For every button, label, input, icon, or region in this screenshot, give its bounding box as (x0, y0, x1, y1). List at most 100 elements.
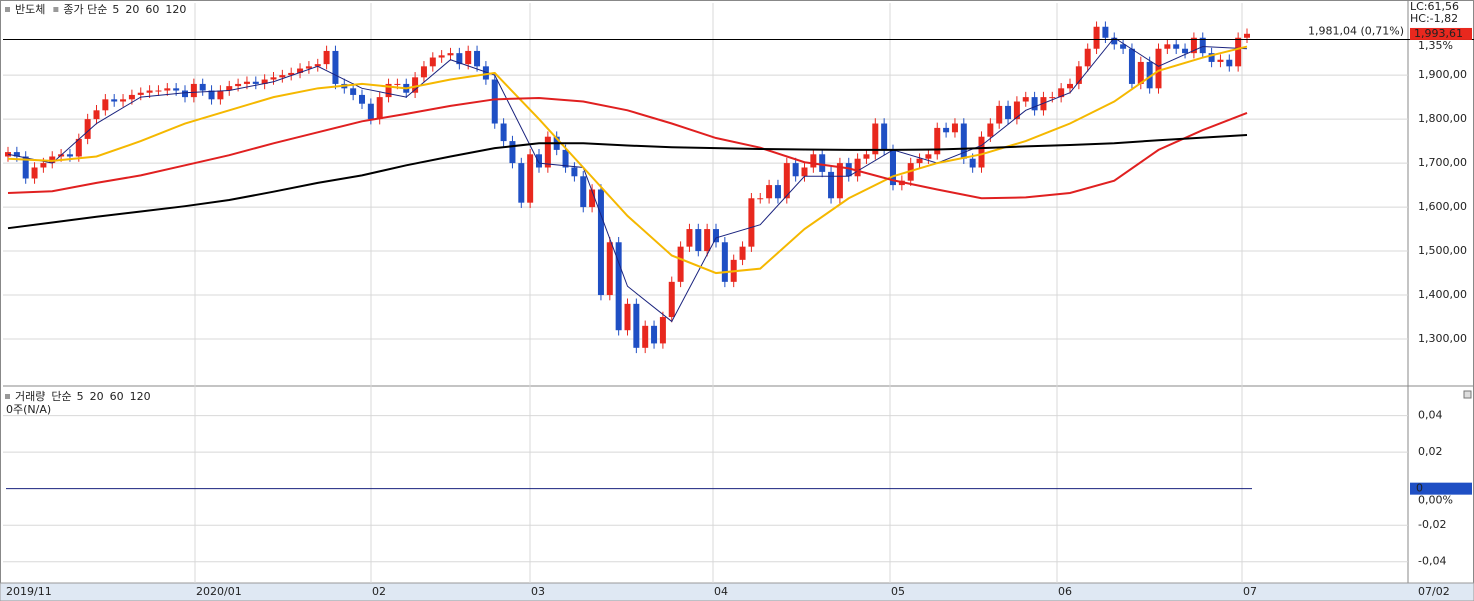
x-tick-label: 03 (531, 585, 545, 598)
candle-body (155, 90, 162, 92)
candle-body (111, 99, 118, 102)
candle-body (279, 75, 286, 78)
candle-body (235, 83, 242, 87)
chart-title: 거래량 (15, 390, 45, 403)
candle-body (757, 198, 764, 200)
candle-body (509, 141, 516, 164)
y-tick-label: 1,900,00 (1418, 68, 1467, 81)
candle-body (1155, 48, 1162, 89)
candle-body (217, 90, 224, 100)
candle-body (1120, 44, 1127, 49)
candle-body (243, 81, 250, 84)
candle-body (270, 77, 277, 80)
candle-body (13, 152, 20, 157)
candle-body (412, 77, 419, 93)
candle-body (969, 158, 976, 168)
x-axis-bar (0, 582, 1474, 601)
candle-body (429, 57, 436, 67)
candle-body (766, 185, 773, 199)
hc-label: HC:-1,82 (1410, 12, 1458, 25)
candle-body (261, 79, 268, 84)
legend-entry: 60 (145, 3, 159, 16)
candle-body (350, 88, 357, 95)
candle-body (1208, 53, 1215, 62)
candle-body (925, 154, 932, 159)
candle-body (739, 246, 746, 260)
candle-body (943, 127, 950, 133)
candle-body (1137, 61, 1144, 84)
candle-body (642, 325, 649, 348)
candle-body (580, 176, 587, 208)
candle-body (199, 83, 206, 91)
candle-body (482, 66, 489, 80)
candle-body (854, 158, 861, 177)
candle-body (190, 83, 197, 98)
candle-body (872, 123, 879, 155)
chart-title: 반도체 (15, 3, 45, 16)
x-tick-label: 02 (372, 585, 386, 598)
candle-body (996, 105, 1003, 124)
candle-body (164, 88, 171, 91)
y-tick-label: 1,300,00 (1418, 332, 1467, 345)
candle-body (252, 81, 259, 84)
candle-body (474, 50, 481, 67)
legend-entry: 20 (125, 3, 139, 16)
candle-body (748, 198, 755, 247)
ma-line (7, 45, 1248, 275)
y-tick-label: 1,800,00 (1418, 112, 1467, 125)
y-tick-label: -0,02 (1418, 518, 1446, 531)
candle-body (323, 50, 330, 65)
candle-body (31, 167, 38, 179)
legend-icon (53, 7, 59, 12)
x-tick-label: 07 (1243, 585, 1257, 598)
y-tick-label: 0,04 (1418, 409, 1443, 422)
candle-body (845, 163, 852, 177)
candle-body (810, 154, 817, 168)
candle-body (668, 281, 675, 318)
candle-body (1173, 44, 1180, 49)
legend-entry: 60 (110, 390, 124, 403)
candle-body (438, 55, 445, 58)
candle-body (40, 163, 47, 168)
candle-body (1146, 61, 1153, 89)
candle-body (571, 167, 578, 177)
candle-body (890, 149, 896, 186)
zero-label: 0 (1416, 482, 1423, 495)
candle-body (1049, 97, 1056, 99)
candle-body (527, 154, 534, 203)
candle-body (677, 246, 684, 282)
y-tick-label: -0,04 (1418, 555, 1446, 568)
ma-line (7, 133, 1248, 230)
x-end-label: 07/02 (1418, 585, 1450, 598)
zero-pct-label: 0,00% (1418, 494, 1453, 507)
candle-body (562, 149, 569, 168)
candle-body (686, 229, 693, 247)
candle-body (721, 242, 728, 282)
y-tick-label: 1,500,00 (1418, 244, 1467, 257)
candle-body (1217, 59, 1224, 62)
close-icon[interactable] (1463, 390, 1472, 399)
candle-body (208, 90, 215, 100)
candle-body (447, 53, 454, 56)
x-tick-label: 05 (891, 585, 905, 598)
candle-body (420, 66, 427, 78)
candle-body (120, 99, 127, 102)
candle-body (1199, 37, 1206, 54)
candle-body (518, 163, 525, 203)
candle-body (544, 136, 551, 168)
candle-body (783, 163, 790, 199)
candle-body (173, 88, 180, 91)
candle-body (828, 171, 835, 199)
zero-box (1410, 482, 1472, 495)
candle-body (1067, 83, 1073, 89)
candle-body (1022, 97, 1029, 102)
legend-entry: 5 (112, 3, 119, 16)
candle-body (146, 90, 153, 93)
legend-entry: 120 (165, 3, 186, 16)
candle-body (465, 50, 472, 65)
candle-body (987, 123, 994, 137)
candle-body (288, 72, 295, 76)
candle-body (695, 229, 702, 252)
y-tick-label: 0,02 (1418, 445, 1443, 458)
